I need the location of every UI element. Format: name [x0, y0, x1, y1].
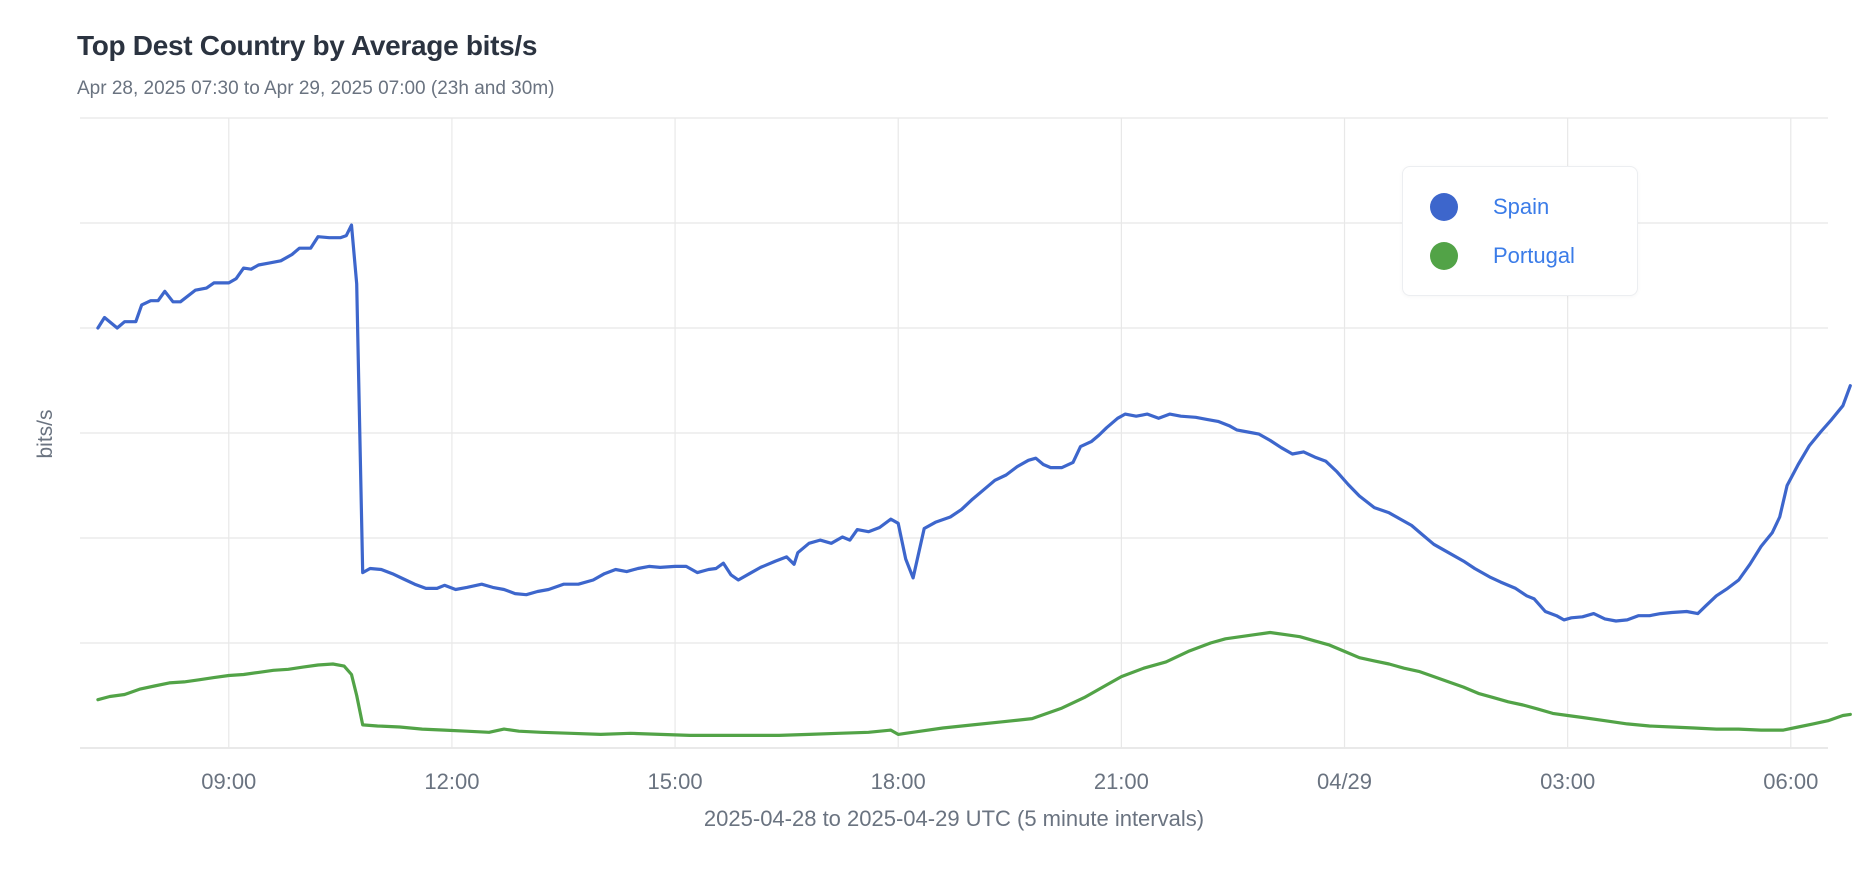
spain-dot-icon [1430, 193, 1458, 221]
chart-title: Top Dest Country by Average bits/s [77, 30, 538, 61]
x-tick-label: 12:00 [424, 769, 479, 794]
series-line-spain[interactable] [96, 223, 1852, 623]
x-tick-label: 09:00 [201, 769, 256, 794]
legend-label-portugal: Portugal [1493, 243, 1575, 268]
x-tick-label: 18:00 [871, 769, 926, 794]
series-layer [96, 223, 1852, 737]
legend-item-portugal[interactable]: Portugal [1430, 241, 1575, 271]
x-tick-label: 04/29 [1317, 769, 1372, 794]
portugal-dot-icon [1430, 242, 1458, 270]
x-axis-label: 2025-04-28 to 2025-04-29 UTC (5 minute i… [704, 806, 1204, 831]
legend-item-spain[interactable]: Spain [1430, 192, 1549, 222]
legend-label-spain: Spain [1493, 194, 1550, 219]
x-tick-label: 06:00 [1763, 769, 1818, 794]
x-tick-label: 21:00 [1094, 769, 1149, 794]
x-tick-label: 15:00 [648, 769, 703, 794]
x-tick-labels: 09:00 12:00 15:00 18:00 21:00 04/29 03:00 06:00 [201, 769, 1818, 794]
grid-layer [80, 117, 1828, 749]
x-tick-label: 03:00 [1540, 769, 1595, 794]
legend [1402, 166, 1638, 296]
y-axis-label: bits/s [34, 409, 57, 458]
chart-subtitle: Apr 28, 2025 07:30 to Apr 29, 2025 07:00… [77, 78, 555, 99]
series-line-portugal[interactable] [96, 630, 1852, 737]
